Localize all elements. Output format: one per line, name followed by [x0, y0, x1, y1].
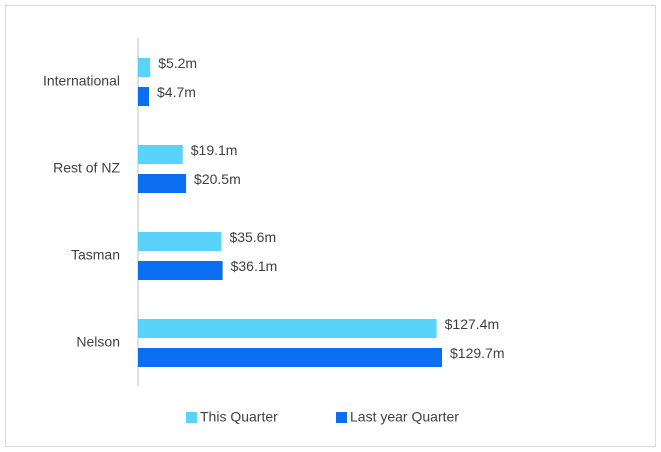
- bar: [138, 232, 222, 251]
- value-label: $4.7m: [157, 84, 196, 100]
- legend-label: Last year Quarter: [350, 409, 459, 425]
- bar: [138, 87, 150, 106]
- legend-swatch: [186, 412, 197, 423]
- bar: [138, 348, 443, 367]
- y-tick-label: Tasman: [71, 247, 120, 263]
- value-label: $20.5m: [194, 171, 241, 187]
- legend-swatch: [336, 412, 347, 423]
- value-label: $19.1m: [191, 142, 238, 158]
- chart-border: [5, 5, 656, 447]
- bar: [138, 261, 223, 280]
- bar: [138, 319, 437, 338]
- bar: [138, 58, 151, 77]
- value-label: $5.2m: [158, 55, 197, 71]
- legend-label: This Quarter: [200, 409, 278, 425]
- y-tick-label: Rest of NZ: [53, 160, 120, 176]
- y-tick-label: International: [43, 73, 120, 89]
- value-label: $35.6m: [229, 229, 276, 245]
- value-label: $36.1m: [231, 258, 278, 274]
- bar: [138, 174, 187, 193]
- value-label: $129.7m: [450, 345, 504, 361]
- bar: [138, 145, 183, 164]
- y-tick-label: Nelson: [76, 334, 120, 350]
- value-label: $127.4m: [445, 316, 499, 332]
